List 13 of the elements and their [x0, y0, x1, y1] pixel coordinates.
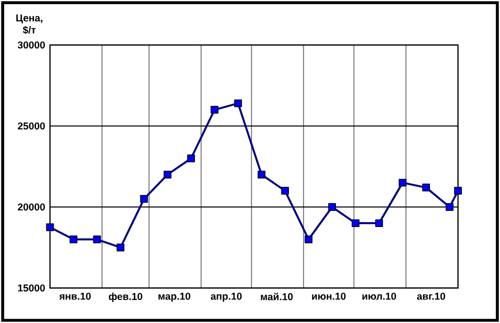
y-axis-title: Цена, $/т: [16, 14, 42, 34]
x-tick-label: янв.10: [59, 292, 91, 300]
y-tick-label: 25000: [18, 122, 45, 130]
x-tick-label: июн.10: [312, 292, 346, 300]
x-tick-label: мар.10: [158, 292, 190, 302]
x-tick-label: апр.10: [210, 292, 242, 302]
x-tick-label: фев.10: [108, 292, 142, 302]
y-tick-label: 15000: [18, 284, 45, 292]
y-tick-label: 30000: [18, 41, 45, 49]
x-tick-label: май.10: [260, 292, 293, 300]
y-tick-label: 20000: [18, 203, 45, 211]
x-tick-label: авг.10: [417, 292, 446, 300]
x-tick-label: июл.10: [362, 292, 396, 300]
